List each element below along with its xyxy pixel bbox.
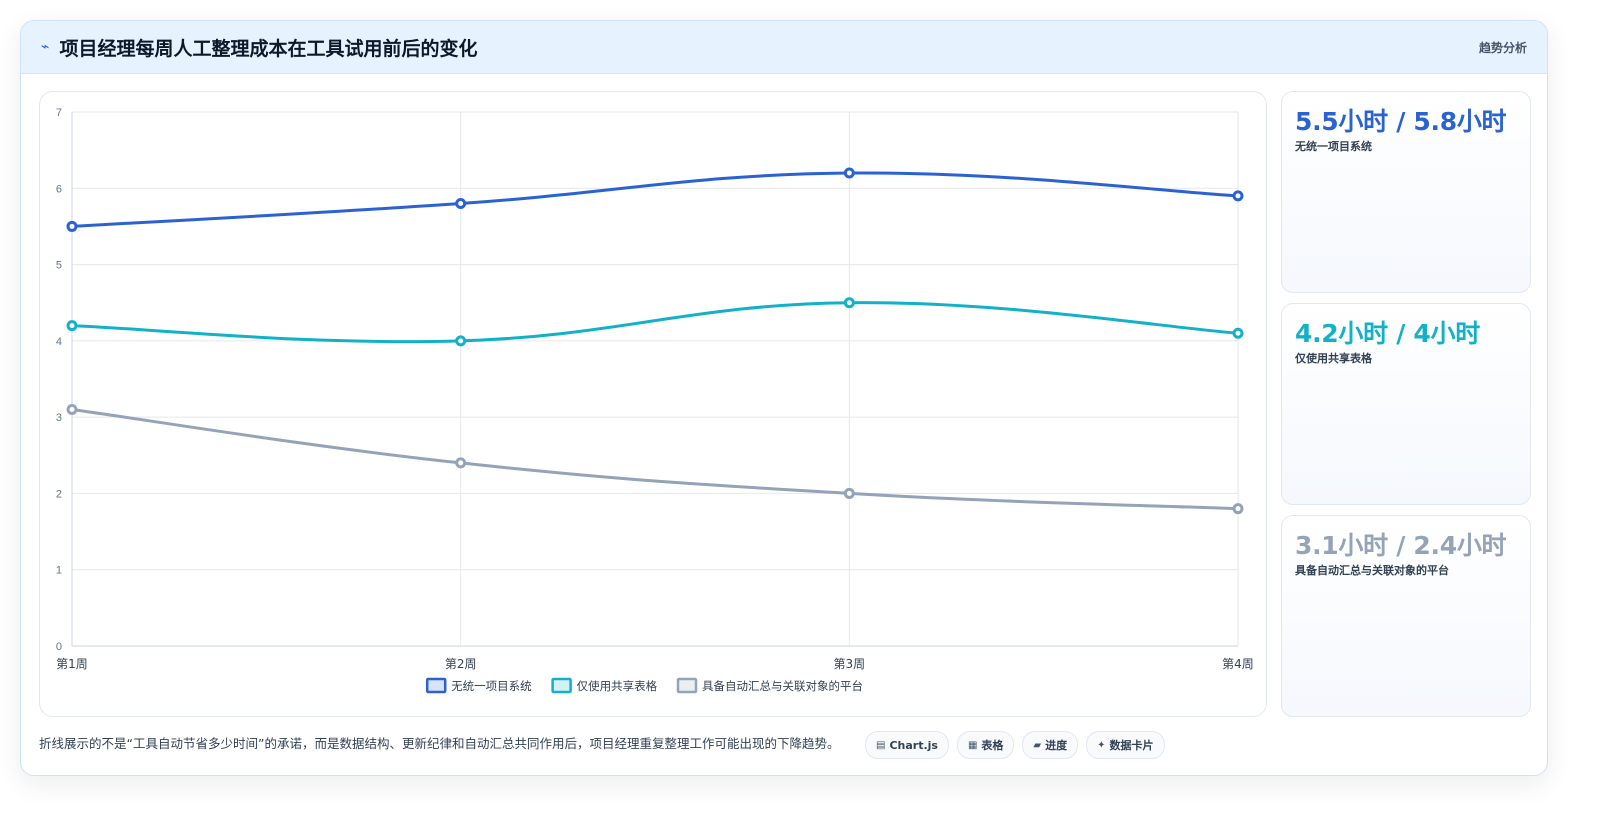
stat-card-shared-sheet: 4.2小时 / 4小时 仅使用共享表格 [1281, 303, 1531, 505]
y-tick-label: 3 [56, 412, 62, 424]
data-point [455, 198, 467, 210]
pill-progress[interactable]: ▰ 进度 [1022, 731, 1079, 759]
legend-swatch [425, 677, 447, 694]
stat-label: 具备自动汇总与关联对象的平台 [1295, 564, 1449, 577]
chart-panel: 0 1 2 3 4 5 6 7 第1周 第2周 第3周 第4周无统一项目系统 仅使用共享表格 具备自动汇总… [39, 91, 1267, 717]
table-icon: ▦ [967, 739, 978, 751]
stat-label: 仅使用共享表格 [1295, 352, 1372, 365]
data-point [1232, 327, 1244, 339]
tech-pills: ▤ Chart.js ▦ 表格 ▰ 进度 ✦ 数据卡片 [865, 731, 1165, 759]
legend-label: 仅使用共享表格 [577, 679, 658, 693]
legend-swatch [676, 677, 698, 694]
y-tick-label: 5 [56, 260, 62, 272]
series-line [70, 408, 1240, 511]
data-point [843, 297, 855, 309]
data-point [843, 167, 855, 179]
data-point [66, 320, 78, 332]
series-line [70, 171, 1240, 228]
pill-label: 表格 [981, 739, 1004, 752]
page-title: 项目经理每周人工整理成本在工具试用前后的变化 [59, 37, 478, 60]
sparkle-icon: ✦ [1097, 739, 1106, 751]
trend-icon: ⌁ [41, 39, 50, 55]
stat-card-auto-platform: 3.1小时 / 2.4小时 具备自动汇总与关联对象的平台 [1281, 515, 1531, 717]
legend-label: 具备自动汇总与关联对象的平台 [702, 679, 863, 693]
data-point [66, 404, 78, 416]
legend-swatch [551, 677, 572, 694]
data-point [1232, 190, 1244, 202]
chart-card: ⌁ 项目经理每周人工整理成本在工具试用前后的变化 趋势分析 0 1 2 3 4 5 6 7 第1… [20, 20, 1548, 776]
stat-label: 无统一项目系统 [1295, 140, 1372, 153]
data-point [455, 335, 467, 347]
stat-card-no-system: 5.5小时 / 5.8小时 无统一项目系统 [1281, 91, 1531, 293]
data-point [1232, 503, 1244, 515]
y-tick-label: 6 [56, 183, 62, 195]
data-point [66, 220, 78, 232]
pill-table[interactable]: ▦ 表格 [956, 731, 1015, 759]
series-line [70, 301, 1240, 344]
y-tick-label: 2 [56, 488, 62, 500]
x-tick-label: 第1周 [56, 657, 88, 671]
data-point [455, 457, 467, 469]
pill-chartjs[interactable]: ▤ Chart.js [865, 731, 949, 759]
y-tick-label: 0 [56, 641, 62, 653]
footer-note: 折线展示的不是“工具自动节省多少时间”的承诺，而是数据结构、更新纪律和自动汇总共… [39, 736, 840, 751]
stat-value: 4.2小时 / 4小时 [1295, 319, 1480, 348]
stat-value: 5.5小时 / 5.8小时 [1295, 107, 1507, 136]
stat-value: 3.1小时 / 2.4小时 [1295, 531, 1507, 560]
pill-data-card[interactable]: ✦ 数据卡片 [1086, 731, 1165, 759]
chart-icon: ▤ [876, 739, 886, 751]
x-tick-label: 第2周 [445, 657, 477, 671]
x-tick-label: 第4周 [1222, 657, 1254, 671]
legend-label: 无统一项目系统 [451, 679, 532, 693]
trend-analysis-tag: 趋势分析 [1478, 40, 1527, 55]
pill-label: Chart.js [889, 738, 938, 752]
card-header: ⌁ 项目经理每周人工整理成本在工具试用前后的变化 趋势分析 [21, 21, 1547, 74]
y-tick-label: 7 [56, 107, 62, 119]
data-point [843, 487, 855, 499]
progress-icon: ▰ [1033, 739, 1042, 751]
x-tick-label: 第3周 [834, 657, 866, 671]
pill-label: 数据卡片 [1109, 739, 1154, 752]
y-tick-label: 4 [56, 336, 62, 348]
pill-label: 进度 [1045, 739, 1068, 752]
y-tick-label: 1 [56, 565, 62, 577]
